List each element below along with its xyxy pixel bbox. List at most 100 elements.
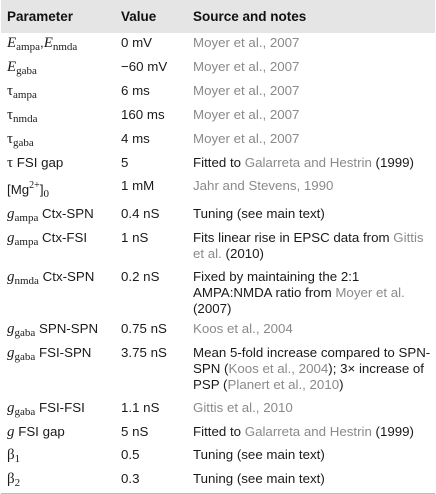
parameter-cell: β1 [1,445,115,469]
parameter-symbol-part: g [7,400,15,416]
parameter-cell: Egaba [1,57,115,81]
table-row: gampa Ctx-FSI 1 nS Fits linear rise in EPS… [1,228,435,267]
value-cell: 160 ms [121,107,165,122]
parameter-cell: gampa Ctx-FSI [1,228,115,267]
parameter-symbol-part: ampa [16,41,40,53]
parameter-cell: ggaba SPN-SPN [1,319,115,343]
parameter-symbol-part: β [7,447,15,463]
note-text: Tuning (see main text) [193,471,325,486]
parameter-cell: τgaba [1,129,115,153]
note-text: Mean 5-fold increase compared to SPN-SPN… [193,345,431,376]
source-cell: Moyer et al., 2007 [187,129,435,153]
value-cell: 0.5 [121,447,140,462]
note-text: Fits linear rise in EPSC data from [193,230,394,245]
value-cell: 6 ms [121,83,150,98]
source-cell: Jahr and Stevens, 1990 [187,176,435,204]
source-cell: Moyer et al., 2007 [187,81,435,105]
citation-text: Moyer et al., 2007 [193,107,300,122]
parameter-symbol-part: β [7,471,15,487]
note-text: (2010) [221,246,264,261]
note-text: (2007) [193,301,232,316]
value-cell: 0.3 [121,471,140,486]
citation-text: Gittis et al., 2010 [193,400,293,415]
parameter-cell: τnmda [1,105,115,129]
parameter-symbol-part: g [7,230,15,246]
parameter-cell: [Mg2+]0 [1,176,115,204]
citation-text: Moyer et al., 2007 [193,59,300,74]
source-cell: Mean 5-fold increase compared to SPN-SPN… [187,343,435,398]
table-row: Egaba −60 mV Moyer et al., 2007 [1,57,435,81]
parameter-symbol-part: 2+ [29,180,40,191]
value-cell: 0.2 nS [121,269,160,284]
parameter-symbol-part: SPN-SPN [35,321,99,336]
source-cell: Moyer et al., 2007 [187,33,435,57]
parameter-symbol-part: g [7,424,15,440]
parameter-symbol-part: 1 [14,453,21,465]
source-cell: Fitted to Galarreta and Hestrin (1999) [187,422,435,445]
table-row: β1 0.5 Tuning (see main text) [1,445,435,469]
note-text: Fitted to [193,424,245,439]
parameter-symbol-part: nmda [52,41,78,53]
parameter-cell: gnmda Ctx-SPN [1,267,115,319]
table-body: Eampa,Enmda 0 mV Moyer et al., 2007 Egaba −6… [1,33,435,494]
table-row: [Mg2+]0 1 mM Jahr and Stevens, 1990 [1,176,435,204]
header-parameter: Parameter [7,9,74,24]
note-text: ) [339,377,344,392]
parameter-symbol-part: [Mg [7,182,30,197]
source-cell: Fixed by maintaining the 2:1 AMPA:NMDA r… [187,267,435,319]
parameter-symbol-part: gaba [14,406,36,418]
source-cell: Fitted to Galarreta and Hestrin (1999) [187,153,435,176]
parameter-symbol-part: ampa [14,212,39,224]
parameter-cell: gampa Ctx-SPN [1,204,115,228]
citation-text: Moyer et al., 2007 [193,83,300,98]
parameter-symbol-part: τ [7,107,14,123]
value-cell: 0.75 nS [121,321,167,336]
citation-text: Moyer et al., 2007 [193,131,300,146]
citation-text: Koos et al., 2004 [193,321,293,336]
parameter-symbol-part: FSI-SPN [35,345,92,360]
table-row: τgaba 4 ms Moyer et al., 2007 [1,129,435,153]
parameter-symbol-part: ] [39,182,44,197]
value-cell: 5 [121,155,129,170]
parameter-cell: ggaba FSI-FSI [1,398,115,422]
table-row: ggaba SPN-SPN 0.75 nS Koos et al., 2004 [1,319,435,343]
parameter-symbol-part: ampa [13,89,37,101]
header-value: Value [121,9,157,24]
value-cell: 5 nS [121,424,149,439]
parameter-cell: Eampa,Enmda [1,33,115,57]
value-cell: 1 mM [121,178,155,193]
table-row: τ FSI gap 5 Fitted to Galarreta and Hestri… [1,153,435,176]
value-cell: 3.75 nS [121,345,167,360]
parameter-symbol-part: FSI gap [13,155,64,170]
source-cell: Tuning (see main text) [187,445,435,469]
parameter-symbol-part: Ctx-SPN [38,206,94,221]
table-row: β2 0.3 Tuning (see main text) [1,469,435,494]
parameter-cell: β2 [1,469,115,494]
source-cell: Tuning (see main text) [187,469,435,494]
citation-text: Moyer et al., 2007 [193,35,300,50]
source-cell: Moyer et al., 2007 [187,105,435,129]
source-cell: Fits linear rise in EPSC data from Gitti… [187,228,435,267]
note-text: ); 3× increase of PSP ( [193,361,424,392]
note-text: Tuning (see main text) [193,447,325,462]
parameter-symbol-part: E [7,59,17,75]
parameter-symbol-part: FSI gap [14,424,65,439]
parameter-symbol-part: Ctx-FSI [38,230,88,245]
table-row: Eampa,Enmda 0 mV Moyer et al., 2007 [1,33,435,57]
parameter-symbol-part: g [7,206,15,222]
parameter-symbol-part: τ [7,131,14,147]
parameter-symbol-part: τ [7,83,14,99]
header-row: Parameter Value Source and notes [1,0,435,33]
value-cell: −60 mV [121,59,168,74]
parameter-symbol-part: 0 [43,188,50,200]
note-text: Tuning (see main text) [193,206,325,221]
parameter-symbol-part: g [7,269,15,285]
citation-text: Jahr and Stevens, 1990 [193,178,334,193]
source-cell: Moyer et al., 2007 [187,57,435,81]
source-cell: Koos et al., 2004 [187,319,435,343]
citation-text: Planert et al., 2010 [227,377,340,392]
table-row: g FSI gap 5 nS Fitted to Galarreta and Hes… [1,422,435,445]
table-row: τampa 6 ms Moyer et al., 2007 [1,81,435,105]
parameter-symbol-part: nmda [13,113,38,125]
